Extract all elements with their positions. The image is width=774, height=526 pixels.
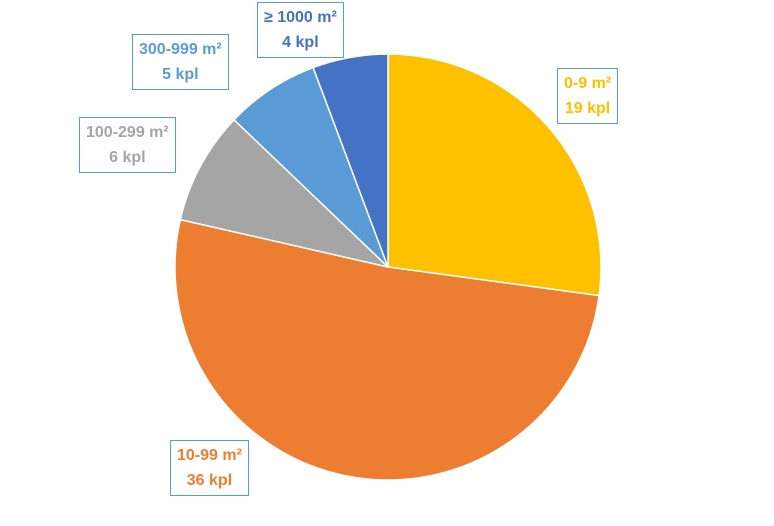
data-label-100-299-m: 100-299 m² 6 kpl — [79, 117, 176, 173]
data-label-category: ≥ 1000 m² — [264, 9, 337, 26]
data-label-10-99-m: 10-99 m² 36 kpl — [170, 440, 249, 496]
data-label-300-999-m: 300-999 m² 5 kpl — [132, 34, 229, 90]
data-label-1000-m: ≥ 1000 m² 4 kpl — [257, 2, 344, 58]
pie-slice-100-299-m — [179, 119, 389, 268]
data-label-value: 36 kpl — [186, 472, 233, 489]
data-label-value: 5 kpl — [162, 66, 199, 83]
pie-slice-1000-m — [312, 53, 389, 268]
data-label-category: 0-9 m² — [564, 75, 612, 92]
pie-slice-10-99-m — [174, 218, 600, 481]
data-label-category: 100-299 m² — [86, 124, 169, 141]
data-label-category: 300-999 m² — [139, 41, 222, 58]
data-label-category: 10-99 m² — [177, 447, 242, 464]
pie-slice-0-9-m — [387, 53, 602, 297]
data-label-value: 6 kpl — [109, 149, 146, 166]
data-label-0-9-m: 0-9 m² 19 kpl — [557, 68, 619, 124]
data-label-value: 19 kpl — [564, 100, 611, 117]
data-label-value: 4 kpl — [282, 34, 319, 51]
